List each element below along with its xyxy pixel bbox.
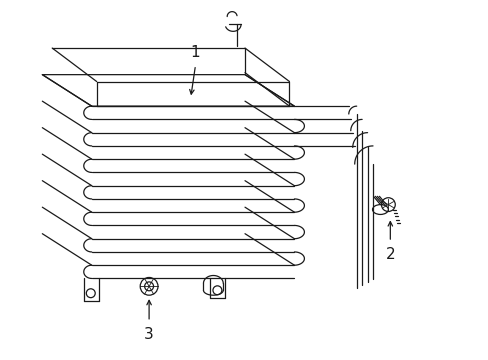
Text: 2: 2 [385,247,394,262]
Text: 1: 1 [190,45,200,60]
Text: 3: 3 [144,327,154,342]
